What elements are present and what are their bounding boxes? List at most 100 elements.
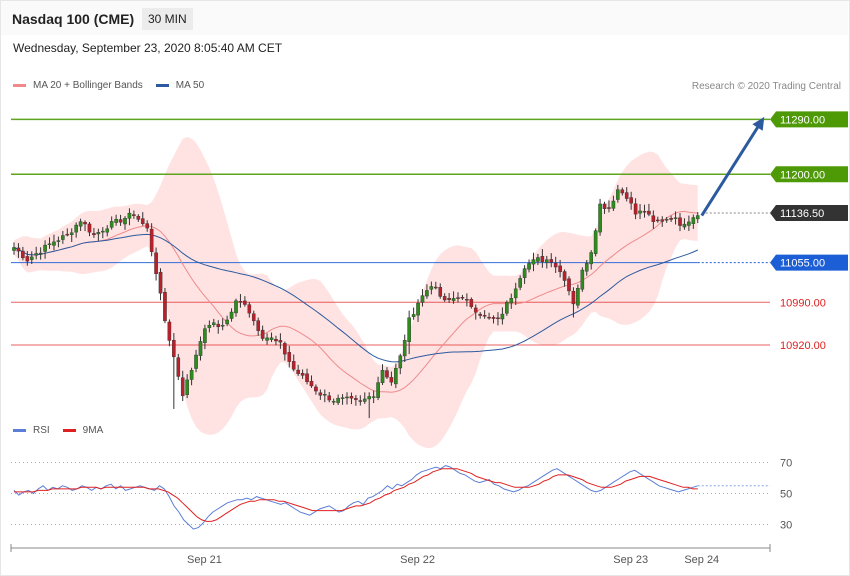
candle (336, 394, 340, 406)
price-tag-text: 11055.00 (780, 258, 825, 270)
candle-body (327, 395, 332, 401)
candle (38, 247, 43, 260)
candle-body (198, 341, 203, 356)
candle-body (323, 394, 327, 396)
candle-body (589, 252, 593, 265)
candle-body (456, 297, 460, 299)
candle-body (136, 215, 141, 220)
candle-body (234, 300, 238, 314)
price-tag-11055.00: 11055.00 (770, 254, 848, 271)
candle (65, 228, 70, 237)
candle-body (269, 337, 274, 340)
candle (447, 293, 451, 303)
candle-body (47, 243, 52, 246)
candle-body (420, 295, 425, 303)
candle (469, 297, 474, 309)
candle-body (83, 222, 87, 225)
candle (602, 201, 607, 214)
ma20-legend-label: MA 20 + Bollinger Bands (33, 80, 143, 91)
instrument-title: Nasdaq 100 (CME) (12, 11, 135, 27)
candle (509, 293, 514, 309)
rsi-9ma-line (14, 468, 698, 522)
candle-body (531, 259, 536, 265)
candle (185, 374, 189, 399)
candle-body (536, 257, 540, 262)
candle (172, 333, 176, 409)
candle-body (118, 219, 123, 223)
candle-body (664, 219, 669, 221)
candle (278, 333, 283, 349)
candle-body (176, 357, 181, 377)
candle (340, 394, 345, 405)
candle (682, 218, 687, 230)
candle (536, 253, 540, 265)
candle-body (309, 380, 314, 387)
chart-datetime: Wednesday, September 23, 2020 8:05:40 AM… (13, 41, 283, 55)
candle (425, 284, 429, 299)
price-tag-text: 11200.00 (780, 169, 825, 181)
candle (74, 222, 78, 238)
candle-body (243, 300, 247, 305)
candle-body (389, 377, 394, 383)
candle-body (367, 396, 372, 400)
candle (180, 370, 185, 402)
candle-body (238, 301, 243, 303)
candle-body (425, 290, 429, 297)
candle (398, 353, 403, 375)
candle-body (149, 228, 154, 252)
candle (123, 216, 127, 230)
candle-body (278, 340, 283, 343)
candle-body (460, 297, 465, 299)
candle (660, 216, 665, 227)
candle-body (509, 297, 514, 304)
candle-body (203, 328, 207, 343)
candle-body (185, 379, 189, 395)
candle (620, 187, 625, 196)
candle-body (527, 263, 531, 270)
candle-body (256, 320, 261, 331)
price-tag-11290.00: 11290.00 (770, 111, 848, 128)
candle (434, 281, 438, 290)
candle (678, 212, 682, 232)
candle (69, 228, 74, 242)
candle-body (69, 232, 74, 235)
candle (296, 364, 300, 376)
candle (691, 214, 696, 229)
candle-body (12, 247, 16, 251)
candle-body (225, 319, 229, 325)
candle (478, 312, 483, 319)
candle-body (567, 278, 571, 292)
candle (176, 353, 181, 381)
candle-body (100, 230, 105, 233)
candle-body (487, 316, 491, 319)
candle-body (647, 210, 651, 215)
candle-body (371, 396, 376, 398)
candle-body (331, 401, 336, 403)
candle (367, 392, 372, 419)
candle-body (74, 224, 78, 233)
candle-body (260, 329, 265, 339)
candle (105, 225, 110, 237)
x-tick-label: Sep 24 (684, 554, 719, 566)
candle (571, 287, 576, 318)
candle-body (429, 286, 434, 290)
rsi-tick-70: 70 (780, 458, 792, 470)
candle-body (287, 352, 292, 362)
interval-badge[interactable]: 30 MIN (142, 8, 193, 30)
candle (211, 318, 216, 328)
candle-body (109, 221, 114, 228)
candle (580, 267, 585, 292)
candle-body (154, 252, 158, 274)
candle (96, 228, 101, 241)
candle (269, 332, 274, 343)
candle (465, 293, 469, 307)
candle (576, 284, 580, 309)
candle (389, 371, 394, 386)
rsi-line (13, 465, 698, 530)
candle (29, 251, 34, 265)
candle-body (163, 291, 167, 322)
candle-body (593, 230, 598, 254)
candle (540, 249, 545, 268)
candle-body (660, 219, 665, 222)
